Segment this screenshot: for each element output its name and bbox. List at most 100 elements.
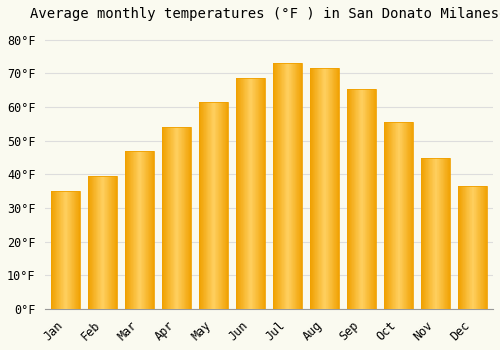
Bar xyxy=(423,158,424,309)
Bar xyxy=(336,68,337,309)
Bar xyxy=(243,78,244,309)
Bar xyxy=(236,78,265,309)
Bar xyxy=(372,89,373,309)
Bar xyxy=(66,191,68,309)
Bar xyxy=(111,176,112,309)
Bar xyxy=(430,158,431,309)
Bar xyxy=(404,122,405,309)
Bar xyxy=(100,176,101,309)
Bar xyxy=(325,68,326,309)
Bar xyxy=(465,186,466,309)
Bar xyxy=(463,186,464,309)
Bar xyxy=(363,89,364,309)
Bar xyxy=(373,89,374,309)
Bar xyxy=(144,151,145,309)
Bar xyxy=(295,63,296,309)
Bar xyxy=(210,102,212,309)
Bar xyxy=(396,122,397,309)
Bar xyxy=(327,68,328,309)
Bar xyxy=(291,63,292,309)
Bar xyxy=(365,89,366,309)
Bar xyxy=(219,102,220,309)
Bar xyxy=(394,122,395,309)
Bar xyxy=(348,89,349,309)
Bar xyxy=(361,89,362,309)
Bar xyxy=(103,176,104,309)
Bar xyxy=(217,102,218,309)
Bar xyxy=(227,102,228,309)
Bar xyxy=(76,191,77,309)
Bar xyxy=(334,68,335,309)
Bar xyxy=(206,102,207,309)
Bar xyxy=(324,68,325,309)
Bar xyxy=(201,102,202,309)
Bar xyxy=(479,186,480,309)
Bar xyxy=(330,68,331,309)
Bar xyxy=(247,78,248,309)
Bar xyxy=(482,186,483,309)
Bar xyxy=(257,78,258,309)
Bar xyxy=(433,158,434,309)
Bar xyxy=(331,68,332,309)
Bar xyxy=(458,186,487,309)
Bar xyxy=(393,122,394,309)
Bar xyxy=(460,186,461,309)
Bar xyxy=(202,102,203,309)
Bar xyxy=(434,158,435,309)
Bar xyxy=(438,158,439,309)
Bar xyxy=(125,151,126,309)
Bar xyxy=(364,89,365,309)
Bar xyxy=(298,63,299,309)
Bar xyxy=(170,127,171,309)
Bar xyxy=(328,68,330,309)
Bar xyxy=(88,176,90,309)
Bar xyxy=(358,89,359,309)
Bar xyxy=(204,102,205,309)
Bar xyxy=(444,158,445,309)
Bar xyxy=(74,191,75,309)
Bar xyxy=(106,176,107,309)
Bar xyxy=(214,102,216,309)
Bar xyxy=(248,78,249,309)
Title: Average monthly temperatures (°F ) in San Donato Milanese: Average monthly temperatures (°F ) in Sa… xyxy=(30,7,500,21)
Bar xyxy=(188,127,190,309)
Bar xyxy=(72,191,73,309)
Bar xyxy=(150,151,151,309)
Bar xyxy=(114,176,115,309)
Bar xyxy=(435,158,436,309)
Bar xyxy=(459,186,460,309)
Bar xyxy=(224,102,225,309)
Bar xyxy=(478,186,479,309)
Bar xyxy=(56,191,57,309)
Bar xyxy=(385,122,386,309)
Bar xyxy=(310,68,311,309)
Bar xyxy=(59,191,60,309)
Bar xyxy=(173,127,174,309)
Bar xyxy=(96,176,97,309)
Bar xyxy=(107,176,108,309)
Bar xyxy=(136,151,137,309)
Bar xyxy=(398,122,399,309)
Bar xyxy=(315,68,316,309)
Bar xyxy=(149,151,150,309)
Bar xyxy=(152,151,153,309)
Bar xyxy=(368,89,369,309)
Bar xyxy=(162,127,191,309)
Bar xyxy=(326,68,327,309)
Bar xyxy=(443,158,444,309)
Bar xyxy=(432,158,433,309)
Bar xyxy=(439,158,440,309)
Bar xyxy=(57,191,58,309)
Bar xyxy=(386,122,387,309)
Bar xyxy=(273,63,274,309)
Bar xyxy=(349,89,350,309)
Bar xyxy=(301,63,302,309)
Bar xyxy=(223,102,224,309)
Bar xyxy=(130,151,131,309)
Bar xyxy=(264,78,265,309)
Bar xyxy=(256,78,257,309)
Bar xyxy=(400,122,401,309)
Bar xyxy=(448,158,449,309)
Bar xyxy=(412,122,413,309)
Bar xyxy=(249,78,250,309)
